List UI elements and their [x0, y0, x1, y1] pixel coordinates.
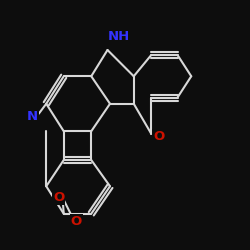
Text: N: N — [27, 110, 38, 123]
Text: O: O — [53, 191, 64, 204]
Text: O: O — [153, 130, 164, 143]
Text: O: O — [71, 215, 82, 228]
Text: NH: NH — [108, 30, 130, 43]
